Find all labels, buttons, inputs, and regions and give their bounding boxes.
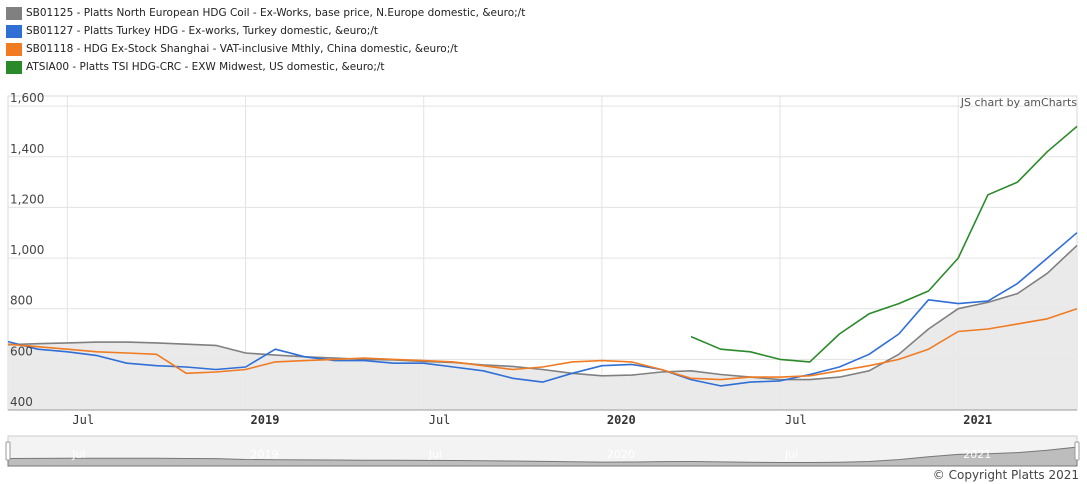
navigator-label: Jul <box>71 448 85 461</box>
navigator-label: 2020 <box>607 448 635 461</box>
legend-label: SB01125 - Platts North European HDG Coil… <box>26 7 526 19</box>
series-line-1[interactable] <box>7 232 1078 387</box>
navigator-label: 2021 <box>963 448 991 461</box>
legend-label: SB01127 - Platts Turkey HDG - Ex-works, … <box>26 25 378 37</box>
x-tick-label: 2020 <box>607 413 636 427</box>
legend-label: SB01118 - HDG Ex-Stock Shanghai - VAT-in… <box>26 43 458 55</box>
navigator-handle-left[interactable] <box>5 441 11 461</box>
legend-item-atsia00[interactable]: ATSIA00 - Platts TSI HDG-CRC - EXW Midwe… <box>6 58 525 76</box>
y-tick-label: 1,600 <box>10 91 44 105</box>
legend-swatch <box>6 6 22 20</box>
navigator-handle-right[interactable] <box>1074 441 1080 461</box>
x-tick-label: 2021 <box>963 413 992 427</box>
series-line-0[interactable] <box>7 244 1078 381</box>
chart-legend: SB01125 - Platts North European HDG Coil… <box>6 4 525 76</box>
navigator-label: Jul <box>784 448 798 461</box>
y-tick-label: 1,200 <box>10 192 44 206</box>
series-line-2[interactable] <box>7 307 1078 381</box>
y-tick-label: 400 <box>10 395 33 409</box>
x-tick-label: Jul <box>785 413 807 427</box>
x-tick-label: 2019 <box>251 413 280 427</box>
legend-swatch <box>6 60 22 74</box>
series-line-3[interactable] <box>690 125 1078 363</box>
legend-item-sb01125[interactable]: SB01125 - Platts North European HDG Coil… <box>6 4 525 22</box>
legend-swatch <box>6 42 22 56</box>
legend-label: ATSIA00 - Platts TSI HDG-CRC - EXW Midwe… <box>26 61 385 73</box>
y-axis: 400 600 800 1,000 1,200 1,400 1,600 <box>10 91 44 409</box>
y-tick-label: 600 <box>10 344 33 358</box>
x-tick-label: Jul <box>429 413 451 427</box>
y-tick-label: 1,000 <box>10 243 44 257</box>
legend-item-sb01127[interactable]: SB01127 - Platts Turkey HDG - Ex-works, … <box>6 22 525 40</box>
legend-swatch <box>6 24 22 38</box>
y-tick-label: 1,400 <box>10 142 44 156</box>
copyright-notice: © Copyright Platts 2021 <box>932 468 1079 482</box>
series-area-0 <box>8 245 1077 410</box>
x-axis: Jul 2019 Jul 2020 Jul 2021 <box>8 409 1077 427</box>
x-tick-label: Jul <box>72 413 94 427</box>
range-navigator: Jul 2019 Jul 2020 Jul 2021 <box>5 435 1080 467</box>
chart-credit[interactable]: JS chart by amCharts <box>960 96 1077 109</box>
navigator-label: Jul <box>428 448 442 461</box>
legend-item-sb01118[interactable]: SB01118 - HDG Ex-Stock Shanghai - VAT-in… <box>6 40 525 58</box>
navigator-label: 2019 <box>251 448 279 461</box>
series-layer <box>7 125 1078 410</box>
y-tick-label: 800 <box>10 294 33 308</box>
navigator-area <box>7 446 1078 467</box>
